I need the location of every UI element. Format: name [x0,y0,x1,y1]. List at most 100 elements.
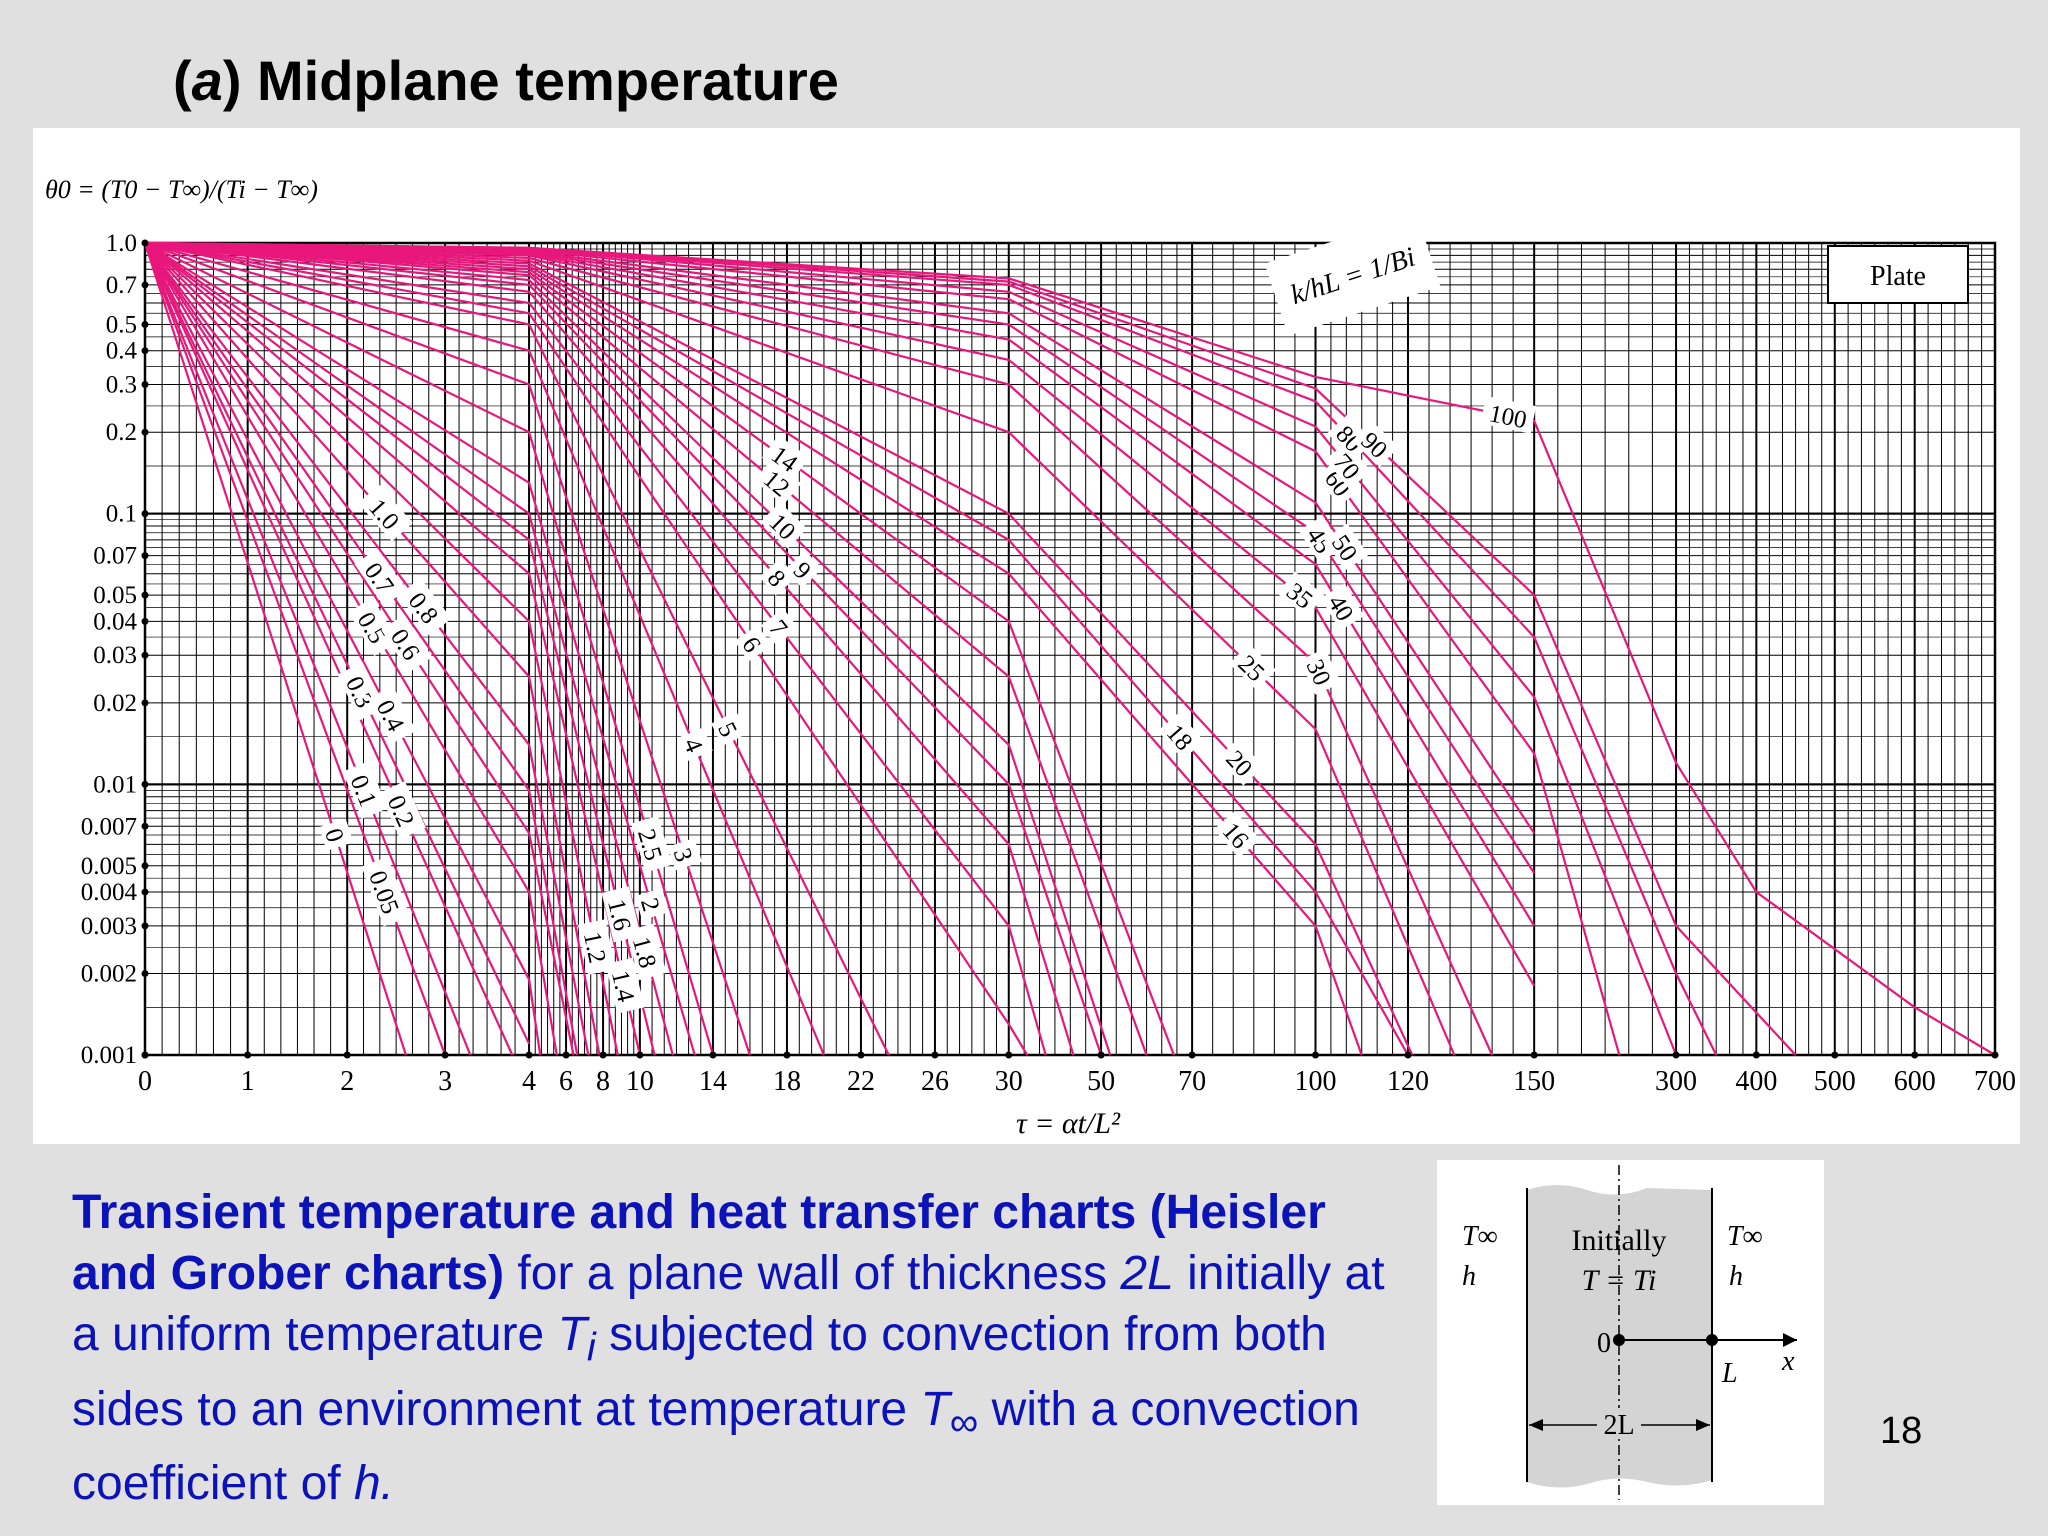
y-tick-label: 0.5 [106,311,137,338]
param-label: k/hL = 1/Bi [1264,214,1441,336]
y-tick-label: 1.0 [106,230,137,257]
x-tick-dot [244,1051,252,1059]
x-tick-label: 500 [1814,1066,1856,1097]
y-tick-label: 0.02 [93,690,137,717]
curve-bi-3 [144,241,751,1056]
curve-label-group: 0 [319,818,354,851]
curve-label-group: 0.2 [379,781,426,840]
x-tick-dot [1991,1051,1999,1059]
y-tick-label: 0.1 [106,501,137,528]
x-tick-label: 4 [522,1066,536,1097]
initially-label: Initially [1572,1224,1667,1257]
curve-label-group: 4 [677,727,713,762]
curve-label-bg [760,502,808,549]
plane-wall-diagram: T∞ h T∞ h Initially T = Ti 0 L x 2L [1437,1160,1824,1505]
curve-bi-100 [144,241,1996,1056]
x-tick-label: 1 [241,1066,255,1097]
y-tick-dot [141,617,149,625]
curve-bi-0.1 [143,242,472,1056]
curve-label-group: 1.4 [605,957,645,1014]
curve-label-bg [361,856,410,927]
heisler-chart-panel: θ0 = (T0 − T∞)/(Ti − T∞) 1.0 0.7 0.5 0.4 0.3… [33,128,2020,1144]
x-tick-dot [525,1051,533,1059]
curve-label-bg [711,711,748,747]
curve-label-bg [342,761,388,819]
x-tick-label: 100 [1294,1066,1336,1097]
curve-bi-10 [144,241,1112,1056]
curve-label-group: 5 [711,711,748,747]
y-tick-label: 0.3 [106,372,137,399]
y-tick-dot [141,822,149,830]
x-tick-dot [1752,1051,1760,1059]
curve-label-bg [1299,648,1341,695]
x-tick-label: 2 [340,1066,354,1097]
x-tick-label: 14 [699,1066,727,1097]
curve-bi-80 [144,241,1718,1056]
curve-label-bg [734,625,772,662]
h-right: h [1729,1261,1743,1292]
y-tick-dot [141,651,149,659]
y-tick-label: 0.03 [93,642,137,669]
curve-label-bg [358,484,413,542]
chart-grid [143,241,1997,1057]
curve-bi-5 [144,241,890,1056]
curve-label-1.2: 1.2 [578,930,611,966]
h-left: h [1462,1261,1476,1292]
curve-bi-9 [144,241,1103,1056]
curve-label-bg [761,435,810,481]
curve-label-1.6: 1.6 [602,897,636,934]
curve-label-1.4: 1.4 [606,968,639,1005]
y-tick-label: 0.004 [81,879,138,906]
x-tick-label: 120 [1387,1066,1429,1097]
curve-label-bg [381,614,433,673]
curve-bi-1.6 [144,242,656,1056]
x-tick-dot [1188,1051,1196,1059]
plane-wall-svg: T∞ h T∞ h Initially T = Ti 0 L x 2L [1462,1165,1797,1500]
curve-label-bg [1325,441,1372,489]
x-tick-dot [1911,1051,1919,1059]
curve-bi-0.3 [144,242,531,1045]
curve-label-bg [379,781,426,840]
x-tick-label: 400 [1735,1066,1777,1097]
curve-label-bg [1323,523,1369,571]
y-tick-dot [141,922,149,930]
curve-label-bg [760,608,799,646]
x-tick-label: 30 [995,1066,1023,1097]
curve-label-group: 1.2 [577,919,616,975]
x-tick-label: 700 [1974,1066,2016,1097]
curve-label-bg [635,888,669,921]
x-tick-label: 8 [596,1066,610,1097]
curve-label-group: 9 [784,550,823,588]
x-tick-label: 70 [1178,1066,1206,1097]
curve-label-bg [319,818,354,851]
curve-bi-0.5 [144,242,558,1056]
curve-label-bg [754,459,802,505]
curve-bi-20 [144,241,1414,1056]
caption-bold: Transient temperature and heat transfer … [72,1186,1326,1300]
curve-bi-0.8 [144,242,590,1056]
title-italic: a [191,49,223,112]
curve-label-group: 2.5 [631,815,673,873]
t-inf-right: T∞ [1727,1221,1763,1252]
curve-label-bg [605,957,645,1014]
curve-label-bg [1214,810,1261,858]
curve-label-bg [1277,571,1325,618]
y-tick-dot [141,591,149,599]
y-tick-label: 0.003 [81,913,137,940]
two-L-label: 2L [1603,1410,1634,1441]
curve-bi-30 [144,241,1494,1056]
y-axis-label: θ0 = (T0 − T∞)/(Ti − T∞) [45,175,318,204]
y-tick-label: 0.002 [81,961,137,988]
x-tick-label: 18 [773,1066,801,1097]
legend-box [1827,245,1969,304]
y-tick-labels: 1.0 0.7 0.50.4 0.3 0.2 0.1 0.07 0.050.04 0.03 0.0… [81,230,149,1069]
x-tick-label: 150 [1513,1066,1555,1097]
caption: Transient temperature and heat transfer … [72,1186,1385,1511]
x-tick-label: 10 [626,1066,654,1097]
chart-curves [143,241,1996,1056]
x-tick-dot [562,1051,570,1059]
curve-label-group: 18 [1157,712,1204,760]
curve-label-bg [1320,583,1365,631]
curve-bi-16 [144,241,1363,1056]
x-tick-label: 300 [1655,1066,1697,1097]
